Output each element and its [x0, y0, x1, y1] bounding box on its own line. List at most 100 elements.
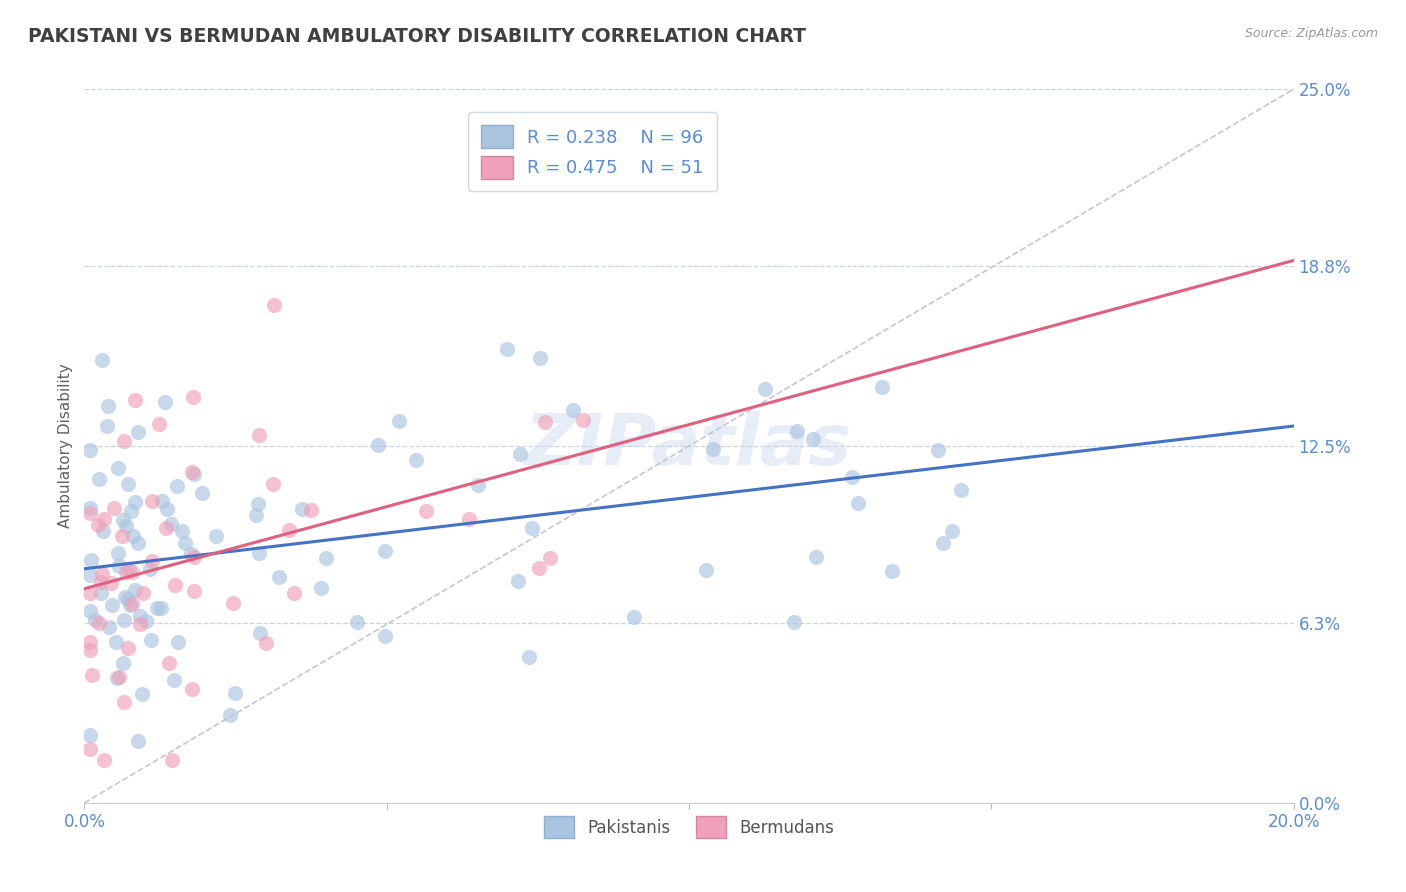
Point [786, 425, 808, 439]
Point [120, 598, 142, 612]
Point [98, 620, 121, 634]
Point [949, 483, 972, 498]
Point [121, 565, 143, 579]
Point [87, 616, 110, 631]
Point [561, 402, 583, 417]
Legend: Pakistanis, Bermudans: Pakistanis, Bermudans [537, 810, 841, 845]
Point [112, 614, 135, 628]
Point [572, 413, 595, 427]
Point [695, 562, 717, 576]
Point [247, 497, 270, 511]
Point [141, 554, 163, 568]
Point [783, 615, 806, 629]
Point [148, 417, 170, 431]
Point [146, 600, 169, 615]
Point [115, 565, 138, 579]
Point [254, 636, 277, 650]
Point [93, 524, 115, 538]
Point [299, 503, 322, 517]
Point [83, 613, 105, 627]
Point [846, 496, 869, 510]
Point [262, 477, 284, 491]
Point [702, 442, 724, 457]
Point [367, 437, 389, 451]
Point [218, 708, 240, 723]
Point [139, 632, 162, 647]
Point [135, 614, 157, 628]
Point [841, 470, 863, 484]
Point [79, 442, 101, 457]
Point [153, 395, 176, 409]
Text: ZIPatlas: ZIPatlas [526, 411, 852, 481]
Point [79, 643, 101, 657]
Point [79, 604, 101, 618]
Point [107, 546, 129, 560]
Point [247, 428, 270, 442]
Point [121, 598, 143, 612]
Point [517, 649, 540, 664]
Point [150, 601, 173, 615]
Point [79, 568, 101, 582]
Point [172, 524, 194, 539]
Point [166, 635, 188, 649]
Point [163, 673, 186, 688]
Point [79, 586, 101, 600]
Point [458, 512, 481, 526]
Point [509, 446, 531, 460]
Point [117, 641, 139, 656]
Point [103, 501, 125, 516]
Point [291, 501, 314, 516]
Point [159, 517, 181, 532]
Point [222, 596, 245, 610]
Point [508, 574, 530, 588]
Point [180, 547, 202, 561]
Point [108, 558, 131, 573]
Point [932, 535, 955, 549]
Point [247, 546, 270, 560]
Point [127, 536, 149, 550]
Point [132, 586, 155, 600]
Point [87, 472, 110, 486]
Point [108, 670, 131, 684]
Point [224, 686, 246, 700]
Point [263, 298, 285, 312]
Point [165, 578, 187, 592]
Point [118, 563, 141, 577]
Point [117, 477, 139, 491]
Point [139, 562, 162, 576]
Point [100, 598, 122, 612]
Point [124, 393, 146, 408]
Text: Source: ZipAtlas.com: Source: ZipAtlas.com [1244, 27, 1378, 40]
Point [115, 519, 138, 533]
Point [346, 615, 368, 630]
Point [90, 575, 112, 590]
Point [127, 425, 149, 439]
Point [183, 550, 205, 565]
Point [141, 494, 163, 508]
Point [111, 529, 134, 543]
Point [96, 419, 118, 434]
Point [80, 668, 103, 682]
Point [93, 753, 115, 767]
Point [90, 353, 112, 368]
Point [129, 617, 152, 632]
Point [114, 590, 136, 604]
Point [166, 479, 188, 493]
Point [104, 635, 127, 649]
Point [107, 671, 129, 685]
Text: PAKISTANI VS BERMUDAN AMBULATORY DISABILITY CORRELATION CHART: PAKISTANI VS BERMUDAN AMBULATORY DISABIL… [28, 27, 806, 45]
Point [122, 528, 145, 542]
Point [315, 551, 337, 566]
Y-axis label: Ambulatory Disability: Ambulatory Disability [58, 364, 73, 528]
Point [245, 508, 267, 523]
Point [91, 566, 114, 581]
Point [160, 753, 183, 767]
Point [374, 544, 396, 558]
Point [124, 583, 146, 598]
Point [520, 521, 543, 535]
Point [111, 512, 134, 526]
Point [278, 523, 301, 537]
Point [174, 535, 197, 549]
Point [806, 549, 828, 564]
Point [112, 694, 135, 708]
